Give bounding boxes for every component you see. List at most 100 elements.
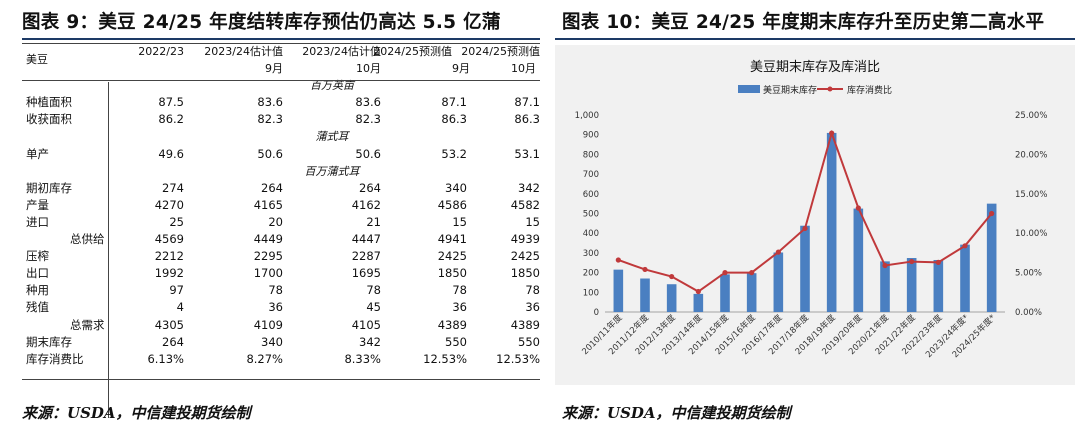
left-figure-title: 图表 9：美豆 24/25 年度结转库存预估仍高达 5.5 亿蒲 <box>22 12 501 33</box>
unit-label: 百万英亩 <box>310 79 354 93</box>
table-cell: 340 <box>445 180 467 195</box>
col-header-4: 2024/25预测值 <box>373 45 452 58</box>
table-top-rule <box>22 43 540 44</box>
table-cell: 97 <box>169 283 184 298</box>
table-cell: 340 <box>261 334 283 349</box>
line-point-stocks-to-use <box>829 130 835 136</box>
y-right-tick-label: 5.00% <box>1015 269 1042 279</box>
table-header-row-1: 美豆 2022/23 2023/24估计值 2023/24估计值 2024/25… <box>22 43 540 66</box>
y-left-tick-label: 200 <box>583 269 599 279</box>
table-row: 期初库存 274 264 264 340 342 <box>22 180 540 197</box>
table-row: 进口 25 20 21 15 15 <box>22 214 540 231</box>
table-cell: 6.13% <box>147 351 184 366</box>
line-point-stocks-to-use <box>615 257 621 263</box>
table-cell: 86.3 <box>441 112 467 127</box>
table-cell: 86.2 <box>158 112 184 127</box>
table-cell: 1695 <box>351 266 381 281</box>
table-cell: 1850 <box>437 266 467 281</box>
table-cell: 2295 <box>253 249 283 264</box>
soybean-balance-table: 美豆 2022/23 2023/24估计值 2023/24估计值 2024/25… <box>22 43 540 418</box>
table-cell: 4389 <box>437 317 467 332</box>
table-cell: 550 <box>518 334 540 349</box>
right-figure-title: 图表 10：美豆 24/25 年度期末库存升至历史第二高水平 <box>562 12 1045 33</box>
table-row: 产量 4270 4165 4162 4586 4582 <box>22 197 540 214</box>
line-point-stocks-to-use <box>775 249 781 255</box>
row-label: 压榨 <box>26 249 49 264</box>
table-row: 种用 97 78 78 78 78 <box>22 282 540 299</box>
row-label: 单产 <box>26 146 49 161</box>
table-cell: 4939 <box>510 232 540 247</box>
table-cell: 4582 <box>510 197 540 212</box>
right-title-rule <box>555 38 1075 40</box>
table-cell: 342 <box>518 180 540 195</box>
table-cell: 1850 <box>510 266 540 281</box>
table-row: 出口 1992 1700 1695 1850 1850 <box>22 265 540 282</box>
table-cell: 4 <box>176 300 184 315</box>
table-cell: 15 <box>525 214 540 229</box>
table-cell: 264 <box>359 180 381 195</box>
table-vertical-rule <box>108 82 109 418</box>
table-row: 库存消费比 6.13% 8.27% 8.33% 12.53% 12.53% <box>22 351 540 368</box>
y-left-tick-label: 1,000 <box>575 111 599 121</box>
table-cell: 4270 <box>154 197 184 212</box>
bar-ending-stocks <box>720 274 730 312</box>
y-right-tick-label: 25.00% <box>1015 111 1047 121</box>
line-point-stocks-to-use <box>722 270 728 276</box>
table-cell: 53.1 <box>514 146 540 161</box>
table-cell: 4941 <box>437 232 467 247</box>
table-cell: 4586 <box>437 197 467 212</box>
row-label: 产量 <box>26 197 49 212</box>
table-cell: 8.27% <box>246 351 283 366</box>
table-cell: 78 <box>525 283 540 298</box>
table-cell: 21 <box>366 214 381 229</box>
legend-bar-label: 美豆期末库存 <box>763 84 817 96</box>
row-label: 期末库存 <box>26 334 72 349</box>
y-left-tick-label: 100 <box>583 288 599 298</box>
table-cell: 12.53% <box>496 351 540 366</box>
table-cell: 82.3 <box>257 112 283 127</box>
row-label: 期初库存 <box>26 180 72 195</box>
col-header-5: 2024/25预测值 <box>461 45 540 58</box>
table-cell: 550 <box>445 334 467 349</box>
line-point-stocks-to-use <box>935 259 941 265</box>
table-unit-row: 百万蒲式耳 <box>22 163 540 180</box>
bar-ending-stocks <box>960 244 970 312</box>
bar-ending-stocks <box>826 132 837 312</box>
table-cell: 49.6 <box>158 146 184 161</box>
row-label: 总供给 <box>70 232 105 247</box>
table-cell: 12.53% <box>423 351 467 366</box>
col-subheader-2: 9月 <box>265 62 283 76</box>
y-left-tick-label: 700 <box>583 170 599 180</box>
table-cell: 83.6 <box>257 95 283 110</box>
table-cell: 4305 <box>154 317 184 332</box>
legend-bar-swatch <box>738 85 760 93</box>
y-right-tick-label: 10.00% <box>1015 229 1047 239</box>
bar-ending-stocks <box>986 203 997 312</box>
bar-ending-stocks <box>800 225 810 312</box>
table-cell: 83.6 <box>355 95 381 110</box>
row-label: 种用 <box>26 283 49 298</box>
legend-line-marker <box>827 86 833 92</box>
bar-ending-stocks <box>906 258 917 312</box>
y-left-tick-label: 800 <box>583 150 599 160</box>
table-cell: 86.3 <box>514 112 540 127</box>
table-cell: 274 <box>162 180 184 195</box>
y-left-tick-label: 0 <box>594 308 599 318</box>
line-point-stocks-to-use <box>962 243 968 249</box>
table-cell: 87.5 <box>158 95 184 110</box>
table-cell: 53.2 <box>441 146 467 161</box>
row-label: 总需求 <box>70 317 105 332</box>
table-bottom-rule <box>22 379 540 380</box>
table-cell: 4162 <box>351 197 381 212</box>
y-right-tick-label: 15.00% <box>1015 190 1047 200</box>
table-cell: 4109 <box>253 317 283 332</box>
line-point-stocks-to-use <box>642 266 648 273</box>
left-title-rule <box>22 38 540 40</box>
row-label: 库存消费比 <box>26 351 84 366</box>
bar-ending-stocks <box>773 252 784 312</box>
row-label: 出口 <box>26 266 49 281</box>
line-point-stocks-to-use <box>669 273 675 280</box>
table-body: 百万英亩 种植面积 87.5 83.6 83.6 87.1 87.1 收获面积 86.2 82.3… <box>22 77 540 368</box>
left-source-note: 来源：USDA，中信建投期货绘制 <box>22 404 251 422</box>
